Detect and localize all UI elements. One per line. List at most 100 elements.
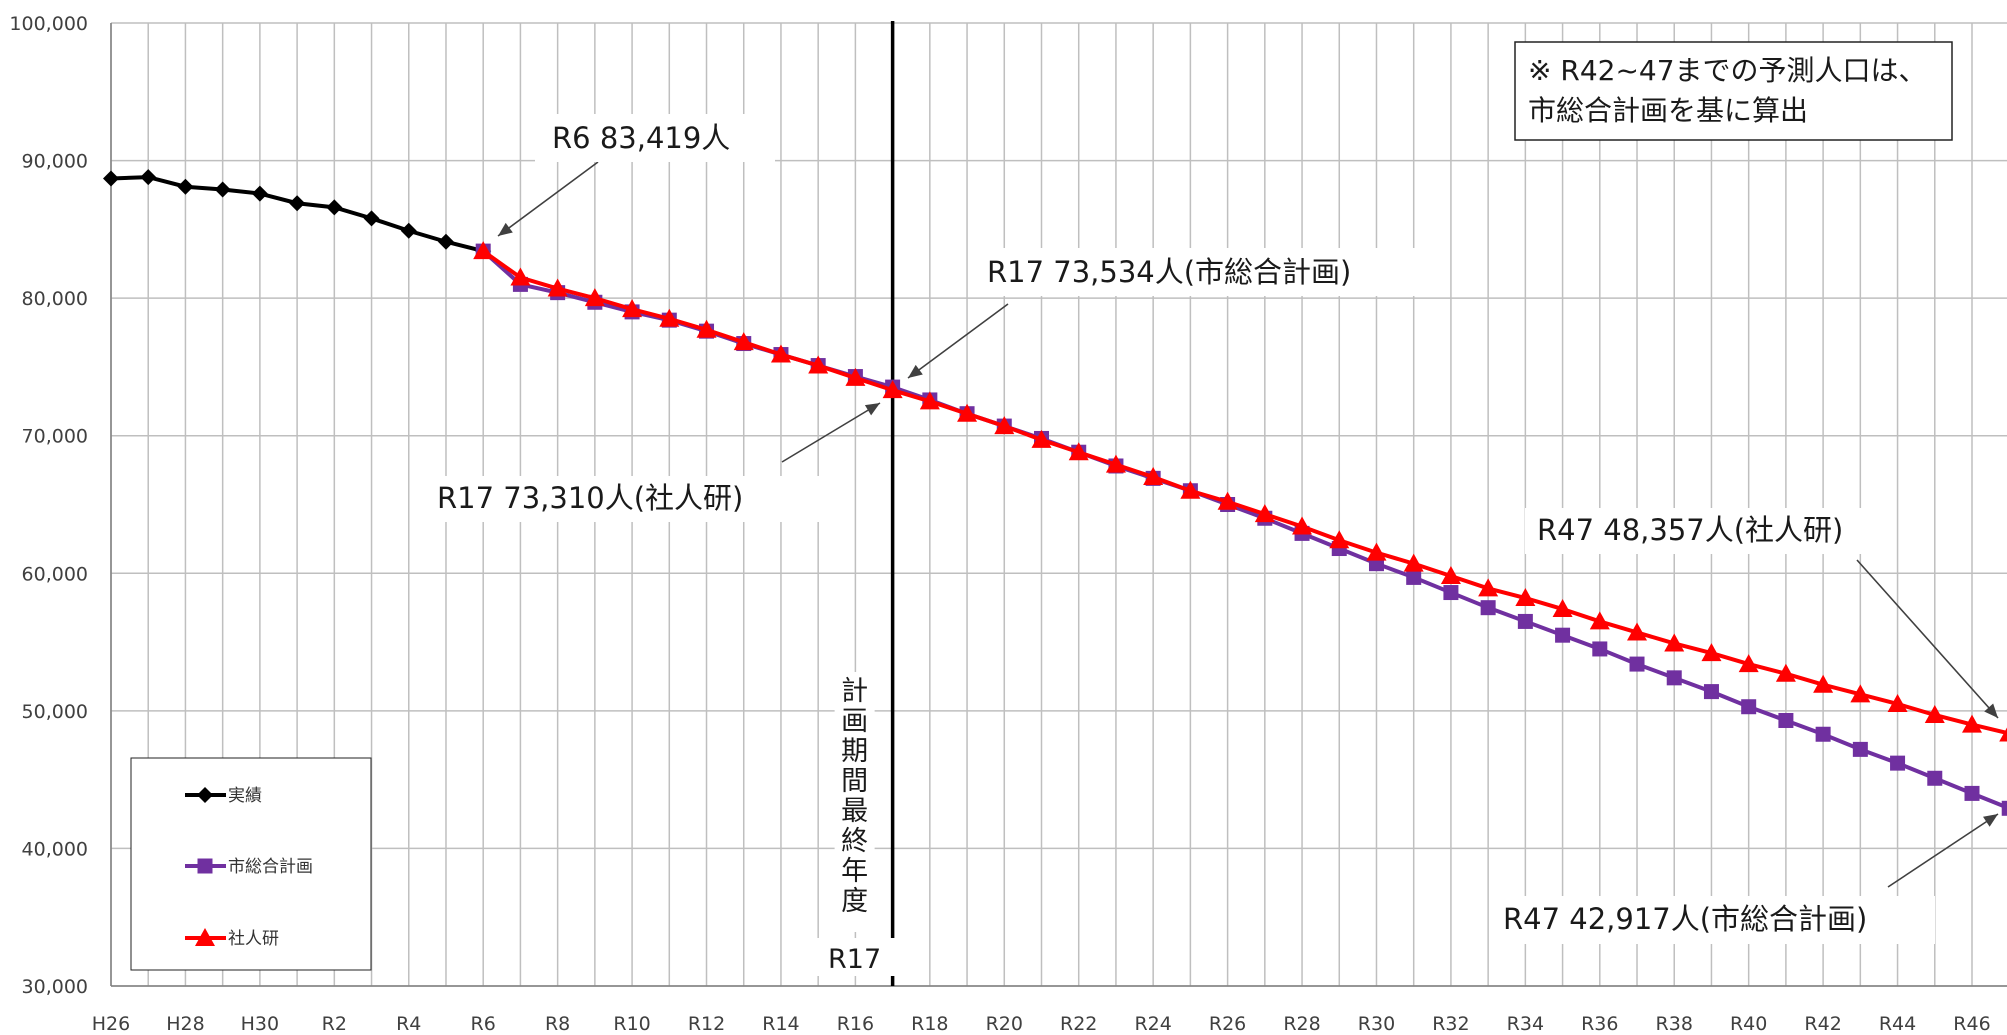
vertical-label-char: 度: [841, 886, 868, 917]
series-2-point: [1180, 480, 1201, 499]
series-0-point: [140, 169, 157, 186]
legend-label-0: 実績: [228, 786, 262, 806]
y-tick-label: 100,000: [9, 13, 88, 35]
annotation-r47_city: R47 42,917人(市総合計画): [1503, 902, 1867, 936]
series-2-point: [1962, 714, 1982, 733]
series-2-point: [1403, 553, 1424, 572]
series-2-point: [1440, 566, 1461, 585]
note-box: ※ R42~47までの予測人口は、 市総合計画を基に算出: [1514, 41, 1953, 141]
series-0-point: [251, 185, 268, 202]
x-tick-label: R12: [688, 1013, 725, 1035]
y-tick-label: 30,000: [22, 976, 88, 998]
x-tick-label: R44: [1879, 1013, 1916, 1035]
series-2-point: [1254, 504, 1275, 523]
x-tick-label: R18: [911, 1013, 948, 1035]
annotation-r6: R6 83,419人: [552, 121, 730, 155]
annotations: R6 83,419人 R17 73,534人(市総合計画) R17 73,310人(…: [425, 114, 1935, 944]
series-2-point: [733, 332, 754, 351]
x-tick-label: R34: [1507, 1013, 1544, 1035]
series-1-point: [1480, 600, 1496, 616]
series-2-point: [994, 416, 1015, 435]
series-1-point: [1629, 656, 1645, 672]
annotation-r47_ipss: R47 48,357人(社人研): [1537, 513, 1843, 547]
arrow-r47-ipss: [1856, 559, 1999, 719]
x-tick-label: R10: [613, 1013, 650, 1035]
x-tick-label: H28: [166, 1013, 204, 1035]
arrow-r6: [497, 161, 599, 237]
series-2-point: [547, 278, 568, 297]
arrow-r17-ipss-head: [864, 403, 880, 416]
series-2-point: [845, 367, 866, 386]
series-2-point: [1999, 727, 2007, 742]
series-1-point: [2001, 800, 2007, 816]
x-tick-label: R42: [1804, 1013, 1841, 1035]
legend-label-1: 市総合計画: [228, 857, 313, 877]
series-2-point: [1664, 633, 1685, 652]
x-tick-label: R46: [1953, 1013, 1990, 1035]
y-tick-label: 40,000: [22, 838, 88, 860]
vertical-label-char: 画: [841, 706, 868, 737]
series-1-point: [1406, 569, 1422, 585]
legend-label-2: 社人研: [228, 929, 279, 949]
vertical-label-bottom: R17: [828, 944, 881, 975]
vertical-label-char: 終: [841, 826, 868, 857]
series-2-point: [919, 391, 940, 410]
series-1-point: [1666, 670, 1682, 686]
series-2-point: [1627, 622, 1648, 641]
series-group: [103, 169, 2007, 816]
series-2-point: [1329, 530, 1350, 549]
x-tick-label: R24: [1134, 1013, 1171, 1035]
arrow-r17-city: [907, 303, 1009, 379]
annotation-bg-r47_ipss: [1525, 508, 1890, 554]
grid-lines: [110, 22, 2007, 987]
series-1-point: [1741, 699, 1757, 715]
series-1-point: [1555, 627, 1571, 643]
series-2-point: [1813, 674, 1834, 693]
series-2-point: [957, 403, 978, 422]
x-tick-label: R32: [1432, 1013, 1469, 1035]
arrow-r47-ipss-head: [1984, 703, 1998, 718]
annotation-bg-r47_city: [1490, 896, 1935, 944]
series-1-point: [1852, 741, 1868, 757]
series-1-point: [1592, 641, 1608, 657]
annotation-bg-r17_ipss: [425, 476, 825, 522]
series-0-point: [400, 222, 417, 239]
arrow-r47-city-head: [1983, 814, 1998, 827]
series-2-point: [1068, 442, 1089, 461]
vertical-label-char: 最: [841, 796, 868, 827]
vertical-label-char: 間: [841, 766, 868, 797]
legend-marker-1: [197, 858, 213, 874]
vertical-label-char: 年: [841, 856, 868, 887]
series-2-point: [1850, 684, 1871, 703]
series-0-point: [437, 233, 454, 250]
x-tick-label: R38: [1656, 1013, 1693, 1035]
series-2-point: [1589, 611, 1610, 630]
y-axis: 30,000 40,000 50,000 60,000 70,000 80,000 90,0…: [9, 13, 88, 998]
legend-marker-0: [197, 787, 213, 803]
y-tick-label: 70,000: [22, 426, 88, 448]
y-tick-label: 50,000: [22, 701, 88, 723]
series-1-point: [1443, 585, 1459, 601]
x-tick-label: R40: [1730, 1013, 1767, 1035]
note-line-2: 市総合計画を基に算出: [1528, 94, 1808, 127]
vertical-label-bg: [834, 672, 875, 932]
annotation-arrows: [497, 161, 1999, 888]
x-tick-label: R20: [986, 1013, 1023, 1035]
arrow-r6-head: [498, 222, 513, 236]
series-2-point: [1515, 588, 1536, 607]
series-0-point: [326, 199, 343, 216]
series-0-point: [363, 210, 380, 227]
x-tick-label: R2: [322, 1013, 347, 1035]
y-tick-label: 60,000: [22, 563, 88, 585]
series-2-point: [1105, 454, 1126, 473]
series-2-point: [1292, 516, 1313, 535]
series-2-point: [882, 380, 903, 399]
series-1-point: [1778, 712, 1794, 728]
x-tick-label: R16: [837, 1013, 874, 1035]
annotation-bg-r6: [535, 114, 775, 162]
series-0-point: [214, 181, 231, 198]
y-tick-label: 80,000: [22, 288, 88, 310]
x-tick-label: R6: [471, 1013, 496, 1035]
annotation-r17_city: R17 73,534人(市総合計画): [987, 255, 1351, 289]
